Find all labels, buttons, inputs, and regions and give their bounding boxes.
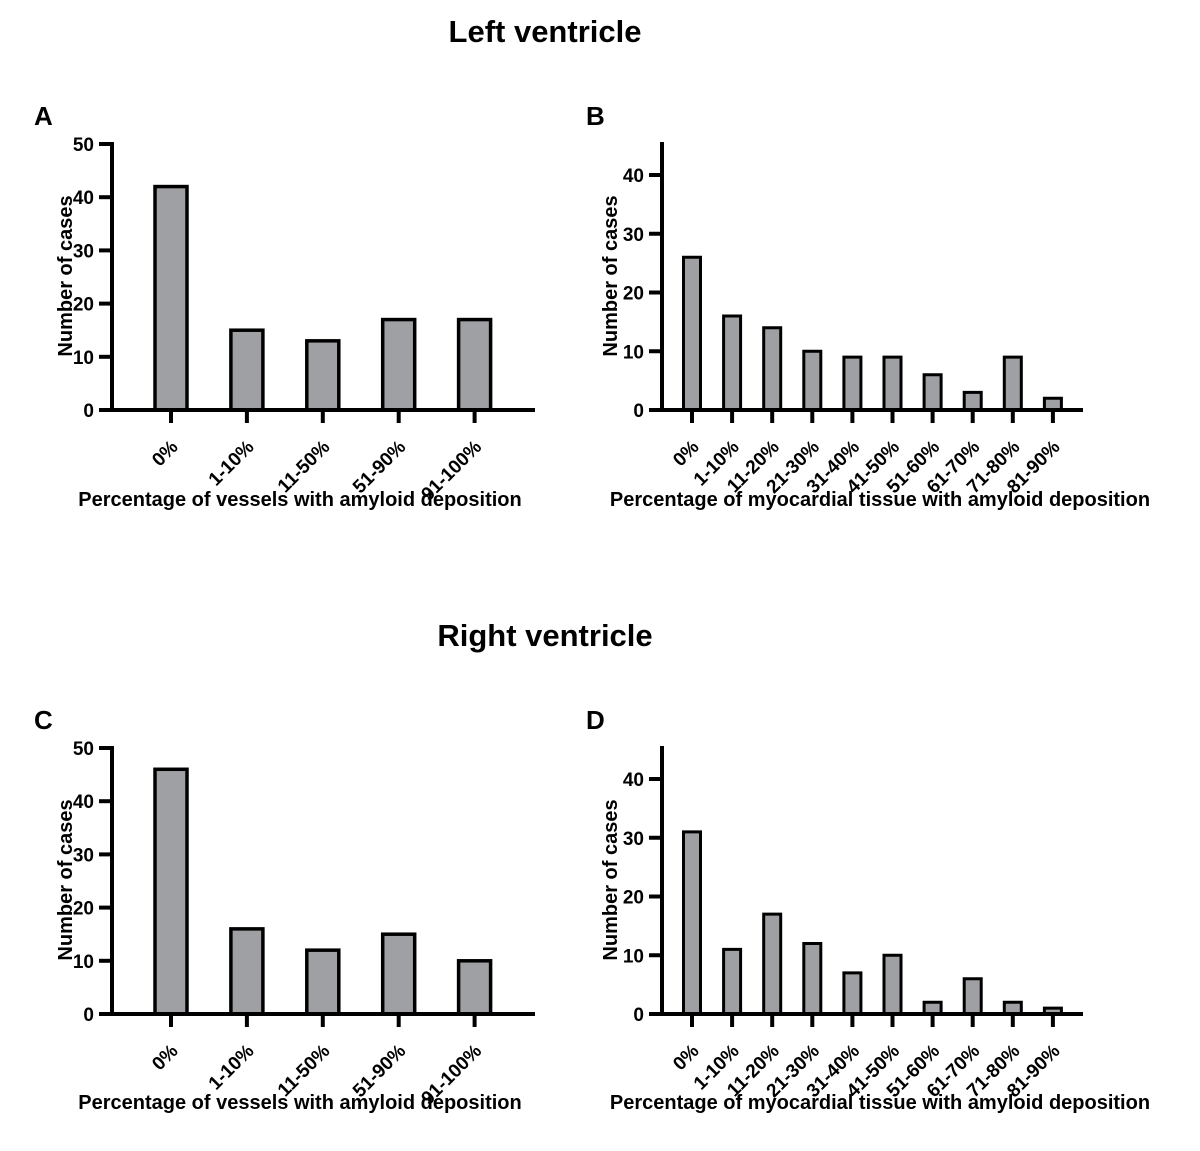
x-tick-label: 0%	[148, 437, 182, 471]
section-title-left-ventricle: Left ventricle	[448, 14, 642, 49]
bar	[842, 355, 863, 412]
y-tick-label: 10	[73, 348, 94, 369]
bar	[722, 947, 743, 1016]
y-tick-label: 50	[73, 739, 94, 760]
y-tick-label: 50	[73, 135, 94, 156]
y-tick-label: 20	[73, 899, 94, 920]
panel-letter-d: D	[586, 705, 605, 735]
bar	[305, 339, 341, 412]
y-tick-label: 20	[623, 888, 644, 909]
bar	[305, 948, 341, 1016]
bar	[802, 349, 823, 412]
panel-letter-c: C	[34, 705, 53, 735]
y-tick-label: 30	[73, 241, 94, 262]
chart-panel-b: 0102030400%1-10%11-20%21-30%31-40%41-50%…	[600, 142, 1083, 498]
chart-panel-d: 0102030400%1-10%11-20%21-30%31-40%41-50%…	[600, 746, 1083, 1102]
y-tick-label: 0	[83, 1005, 94, 1026]
y-axis-title: Number of cases	[55, 799, 77, 960]
bar	[1002, 355, 1023, 412]
x-axis-caption-c: Percentage of vessels with amyloid depos…	[78, 1092, 522, 1114]
x-tick-label: 1-10%	[205, 437, 259, 491]
bar	[682, 255, 702, 412]
bar	[842, 971, 863, 1016]
x-tick-label: 0%	[148, 1041, 182, 1075]
panel-letter-b: B	[586, 101, 605, 131]
y-tick-label: 40	[73, 188, 94, 209]
bar	[802, 942, 823, 1016]
bar	[882, 953, 903, 1016]
bar	[229, 328, 265, 412]
y-tick-label: 40	[623, 166, 644, 187]
y-tick-label: 40	[623, 770, 644, 791]
bar	[962, 977, 983, 1016]
bar	[229, 927, 265, 1016]
bar	[722, 314, 743, 412]
x-tick-label: 1-10%	[205, 1041, 259, 1095]
y-axis-title: Number of cases	[600, 195, 622, 356]
y-tick-label: 0	[83, 401, 94, 422]
y-tick-label: 10	[73, 952, 94, 973]
y-tick-label: 0	[633, 1005, 644, 1026]
bar	[922, 373, 943, 412]
bar	[456, 317, 493, 412]
bar	[153, 184, 189, 412]
bar	[762, 912, 783, 1016]
bar	[153, 767, 189, 1016]
bar	[882, 355, 903, 412]
bar	[380, 317, 417, 412]
x-axis-caption-b: Percentage of myocardial tissue with amy…	[609, 489, 1151, 511]
section-title-right-ventricle: Right ventricle	[437, 618, 653, 653]
y-axis-title: Number of cases	[55, 195, 77, 356]
x-axis-caption-d: Percentage of myocardial tissue with amy…	[609, 1092, 1151, 1114]
bar	[456, 959, 493, 1016]
y-tick-label: 10	[623, 342, 644, 363]
panel-letter-a: A	[34, 101, 53, 131]
y-tick-label: 20	[623, 284, 644, 305]
y-tick-label: 30	[623, 829, 644, 850]
y-tick-label: 40	[73, 792, 94, 813]
x-axis-caption-a: Percentage of vessels with amyloid depos…	[78, 489, 522, 511]
y-axis-title: Number of cases	[600, 799, 622, 960]
y-tick-label: 30	[623, 225, 644, 246]
bar	[380, 932, 417, 1016]
bar	[962, 390, 983, 412]
y-tick-label: 0	[633, 401, 644, 422]
bar	[762, 326, 783, 412]
bar	[682, 830, 702, 1016]
y-tick-label: 10	[623, 946, 644, 967]
y-tick-label: 30	[73, 845, 94, 866]
y-tick-label: 20	[73, 295, 94, 316]
